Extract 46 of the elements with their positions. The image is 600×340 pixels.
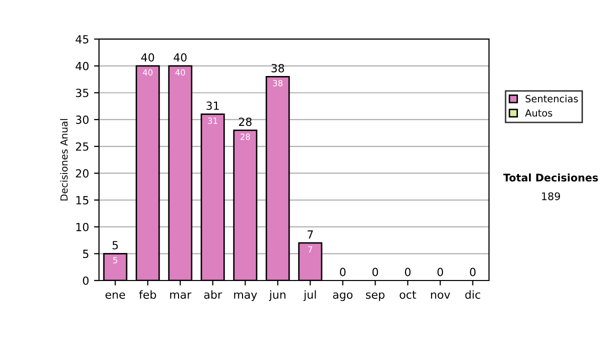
x-tick-label: ene xyxy=(106,292,126,299)
x-tick-label: dic xyxy=(465,290,480,299)
total-label: 7 xyxy=(308,230,313,238)
data-label: 7 xyxy=(308,246,312,252)
x-tick-label: feb xyxy=(139,290,156,299)
total-label: 31 xyxy=(206,102,219,110)
total-label: 28 xyxy=(238,118,252,126)
total-label: 0 xyxy=(372,268,378,276)
y-tick-label: 15 xyxy=(76,196,88,204)
x-tick-label: may xyxy=(234,292,258,301)
x-tick-label: oct xyxy=(400,290,416,299)
x-tick-label: nov xyxy=(431,292,450,299)
y-tick-label: 25 xyxy=(76,142,88,151)
data-label: 5 xyxy=(113,257,118,264)
y-axis-title: Decisiones Anual xyxy=(60,119,68,200)
text: 189 xyxy=(542,192,560,200)
data-label: 38 xyxy=(273,80,282,86)
y-tick-label: 30 xyxy=(76,116,89,124)
text: Total Decisiones xyxy=(503,173,598,182)
data-label: 40 xyxy=(142,69,152,76)
total-label: 0 xyxy=(470,268,476,276)
data-label: 28 xyxy=(240,134,250,140)
total-label: 40 xyxy=(141,53,154,62)
data-label: 40 xyxy=(175,69,185,76)
total-label: 5 xyxy=(112,241,118,250)
y-tick-label: 45 xyxy=(76,35,88,44)
x-tick-label: sep xyxy=(366,292,384,301)
y-tick-label: 40 xyxy=(76,62,89,70)
total-label: 38 xyxy=(272,64,284,72)
total-label: 40 xyxy=(174,53,187,62)
total-label: 0 xyxy=(437,268,444,276)
total-label: 0 xyxy=(340,268,346,276)
y-tick-label: 10 xyxy=(76,222,89,232)
y-tick-label: 35 xyxy=(76,88,88,98)
legend-label: Sentencias xyxy=(526,94,578,102)
data-label: 31 xyxy=(208,118,218,124)
y-tick-label: 20 xyxy=(76,169,89,178)
x-tick-label: ago xyxy=(333,292,352,301)
x-tick-label: jun xyxy=(268,290,286,301)
legend-label: Autos xyxy=(525,109,552,117)
x-tick-label: abr xyxy=(204,290,222,299)
x-tick-label: jul xyxy=(303,290,316,301)
y-tick-label: 5 xyxy=(83,250,88,258)
total-label: 0 xyxy=(404,268,411,276)
x-tick-label: mar xyxy=(170,292,192,299)
y-tick-label: 0 xyxy=(82,276,89,285)
